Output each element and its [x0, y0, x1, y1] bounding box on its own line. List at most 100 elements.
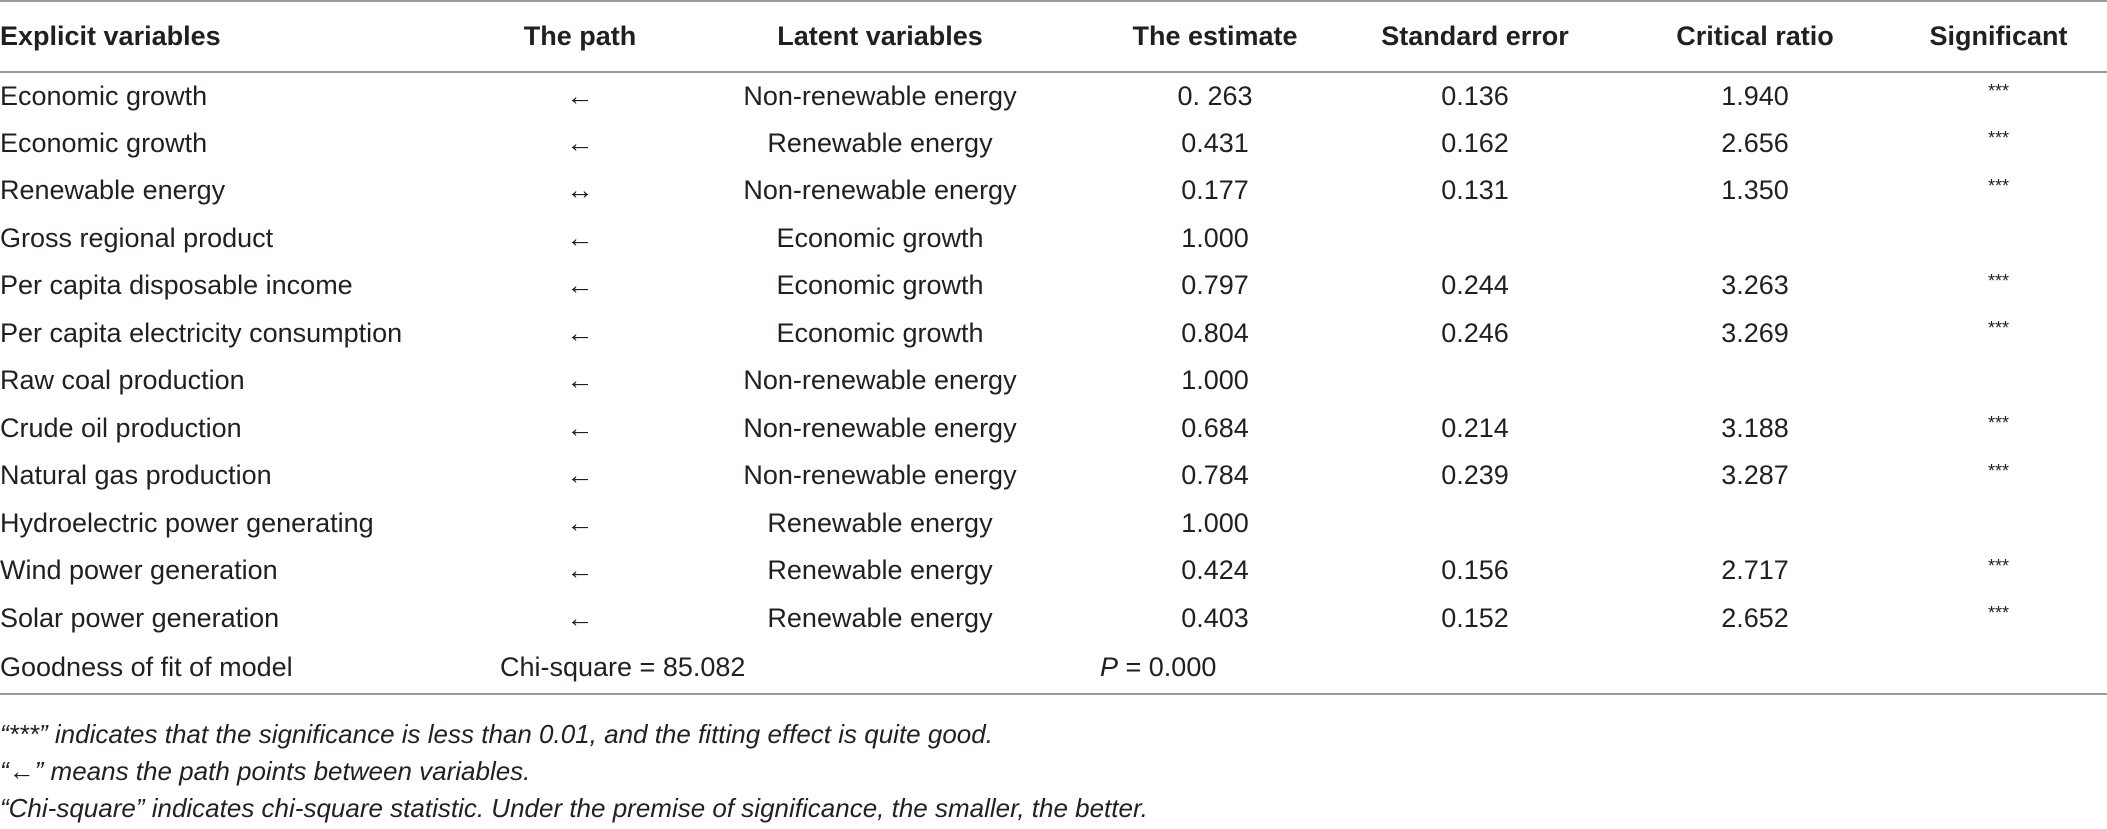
- cell-explicit-variable: Gross regional product: [0, 222, 274, 253]
- significance-stars: ***: [1987, 460, 2009, 481]
- table-row: Economic growth ← Renewable energy 0.431…: [0, 120, 2107, 168]
- cell-latent-variable: Renewable energy: [767, 602, 993, 633]
- cell-standard-error: 0.214: [1441, 412, 1509, 443]
- cell-critical-ratio: 2.656: [1721, 127, 1789, 158]
- cell-critical-ratio: 2.652: [1721, 602, 1789, 633]
- cell-significant: [1890, 357, 2107, 405]
- cell-significant: ***: [1890, 547, 2107, 595]
- cell-standard-error: [1330, 500, 1620, 548]
- cell-estimate: 0. 263: [1177, 80, 1253, 111]
- cell-explicit-variable: Economic growth: [0, 80, 208, 111]
- fit-label: Goodness of fit of model: [0, 642, 500, 695]
- cell-explicit-variable: Solar power generation: [0, 602, 280, 633]
- p-value: P = 0.000: [1100, 642, 2107, 695]
- cell-standard-error: [1330, 215, 1620, 263]
- header-standard-error: Standard error: [1330, 0, 1620, 73]
- cell-explicit-variable: Crude oil production: [0, 412, 242, 443]
- header-estimate: The estimate: [1100, 0, 1330, 73]
- cell-explicit-variable: Natural gas production: [0, 460, 272, 491]
- cell-path-arrow: ←: [566, 222, 594, 253]
- cell-critical-ratio: 3.287: [1721, 460, 1789, 491]
- note-significance: “***” indicates that the significance is…: [0, 719, 993, 749]
- cell-critical-ratio: 1.350: [1721, 175, 1789, 206]
- cell-explicit-variable: Per capita electricity consumption: [0, 317, 403, 348]
- cell-estimate: 0.177: [1181, 175, 1249, 206]
- cell-significant: ***: [1890, 452, 2107, 500]
- cell-standard-error: 0.156: [1441, 555, 1509, 586]
- cell-estimate: 1.000: [1181, 507, 1249, 538]
- cell-path-arrow: ←: [566, 317, 594, 348]
- sem-results-table: Explicit variables The path Latent varia…: [0, 0, 2107, 695]
- cell-significant: ***: [1890, 405, 2107, 453]
- table-row: Crude oil production ← Non-renewable ene…: [0, 405, 2107, 453]
- cell-path-arrow: ←: [566, 460, 594, 491]
- significance-stars: ***: [1987, 603, 2009, 624]
- cell-path-arrow: ←: [566, 602, 594, 633]
- cell-explicit-variable: Raw coal production: [0, 365, 245, 396]
- significance-stars: ***: [1987, 128, 2009, 149]
- table-body: Economic growth ← Non-renewable energy 0…: [0, 72, 2107, 695]
- significance-stars: ***: [1987, 270, 2009, 291]
- cell-path-arrow: ←: [566, 80, 594, 111]
- table-row: Raw coal production ← Non-renewable ener…: [0, 357, 2107, 405]
- header-path: The path: [500, 0, 660, 73]
- cell-critical-ratio: 1.940: [1721, 80, 1789, 111]
- table-row: Per capita disposable income ← Economic …: [0, 262, 2107, 310]
- results-table-container: Explicit variables The path Latent varia…: [0, 0, 2107, 695]
- header-critical-ratio: Critical ratio: [1620, 0, 1890, 73]
- cell-significant: [1890, 500, 2107, 548]
- cell-standard-error: [1330, 357, 1620, 405]
- cell-latent-variable: Economic growth: [776, 317, 984, 348]
- cell-path-arrow: ←: [566, 270, 594, 301]
- table-row: Solar power generation ← Renewable energ…: [0, 595, 2107, 643]
- table-row: Wind power generation ← Renewable energy…: [0, 547, 2107, 595]
- cell-path-arrow: ←: [566, 365, 594, 396]
- cell-significant: ***: [1890, 72, 2107, 120]
- p-rest: = 0.000: [1118, 652, 1217, 682]
- cell-significant: ***: [1890, 310, 2107, 358]
- cell-significant: ***: [1890, 167, 2107, 215]
- cell-estimate: 1.000: [1181, 365, 1249, 396]
- header-latent-variables: Latent variables: [660, 0, 1100, 73]
- header-explicit-variables: Explicit variables: [0, 0, 500, 73]
- cell-path-arrow: ↔: [566, 175, 594, 206]
- cell-standard-error: 0.131: [1441, 175, 1509, 206]
- header-significant: Significant: [1890, 0, 2107, 73]
- cell-path-arrow: ←: [566, 127, 594, 158]
- cell-significant: [1890, 215, 2107, 263]
- cell-standard-error: 0.239: [1441, 460, 1509, 491]
- cell-estimate: 0.431: [1181, 127, 1249, 158]
- cell-latent-variable: Non-renewable energy: [743, 412, 1017, 443]
- cell-estimate: 0.403: [1181, 602, 1249, 633]
- cell-estimate: 0.684: [1181, 412, 1249, 443]
- table-row: Gross regional product ← Economic growth…: [0, 215, 2107, 263]
- header-row: Explicit variables The path Latent varia…: [0, 0, 2107, 73]
- cell-critical-ratio: 3.188: [1721, 412, 1789, 443]
- cell-latent-variable: Non-renewable energy: [743, 80, 1017, 111]
- note-chi-square: “Chi-square” indicates chi-square statis…: [0, 793, 1148, 823]
- cell-path-arrow: ←: [566, 412, 594, 443]
- table-header: Explicit variables The path Latent varia…: [0, 0, 2107, 73]
- chi-square-value: Chi-square = 85.082: [500, 642, 1100, 695]
- cell-significant: ***: [1890, 120, 2107, 168]
- significance-stars: ***: [1987, 175, 2009, 196]
- fit-row: Goodness of fit of model Chi-square = 85…: [0, 642, 2107, 695]
- cell-critical-ratio: 2.717: [1721, 555, 1789, 586]
- cell-path-arrow: ←: [566, 507, 594, 538]
- significance-stars: ***: [1987, 413, 2009, 434]
- cell-critical-ratio: [1620, 215, 1890, 263]
- cell-critical-ratio: [1620, 500, 1890, 548]
- cell-explicit-variable: Wind power generation: [0, 555, 278, 586]
- table-row: Per capita electricity consumption ← Eco…: [0, 310, 2107, 358]
- cell-explicit-variable: Hydroelectric power generating: [0, 507, 374, 538]
- table-row: Renewable energy ↔ Non-renewable energy …: [0, 167, 2107, 215]
- p-symbol: P: [1100, 652, 1119, 682]
- cell-significant: ***: [1890, 262, 2107, 310]
- cell-standard-error: 0.152: [1441, 602, 1509, 633]
- table-notes: “***” indicates that the significance is…: [0, 716, 1148, 827]
- cell-estimate: 0.804: [1181, 317, 1249, 348]
- cell-estimate: 0.797: [1181, 270, 1249, 301]
- significance-stars: ***: [1987, 555, 2009, 576]
- significance-stars: ***: [1987, 81, 2009, 102]
- cell-estimate: 0.424: [1181, 555, 1249, 586]
